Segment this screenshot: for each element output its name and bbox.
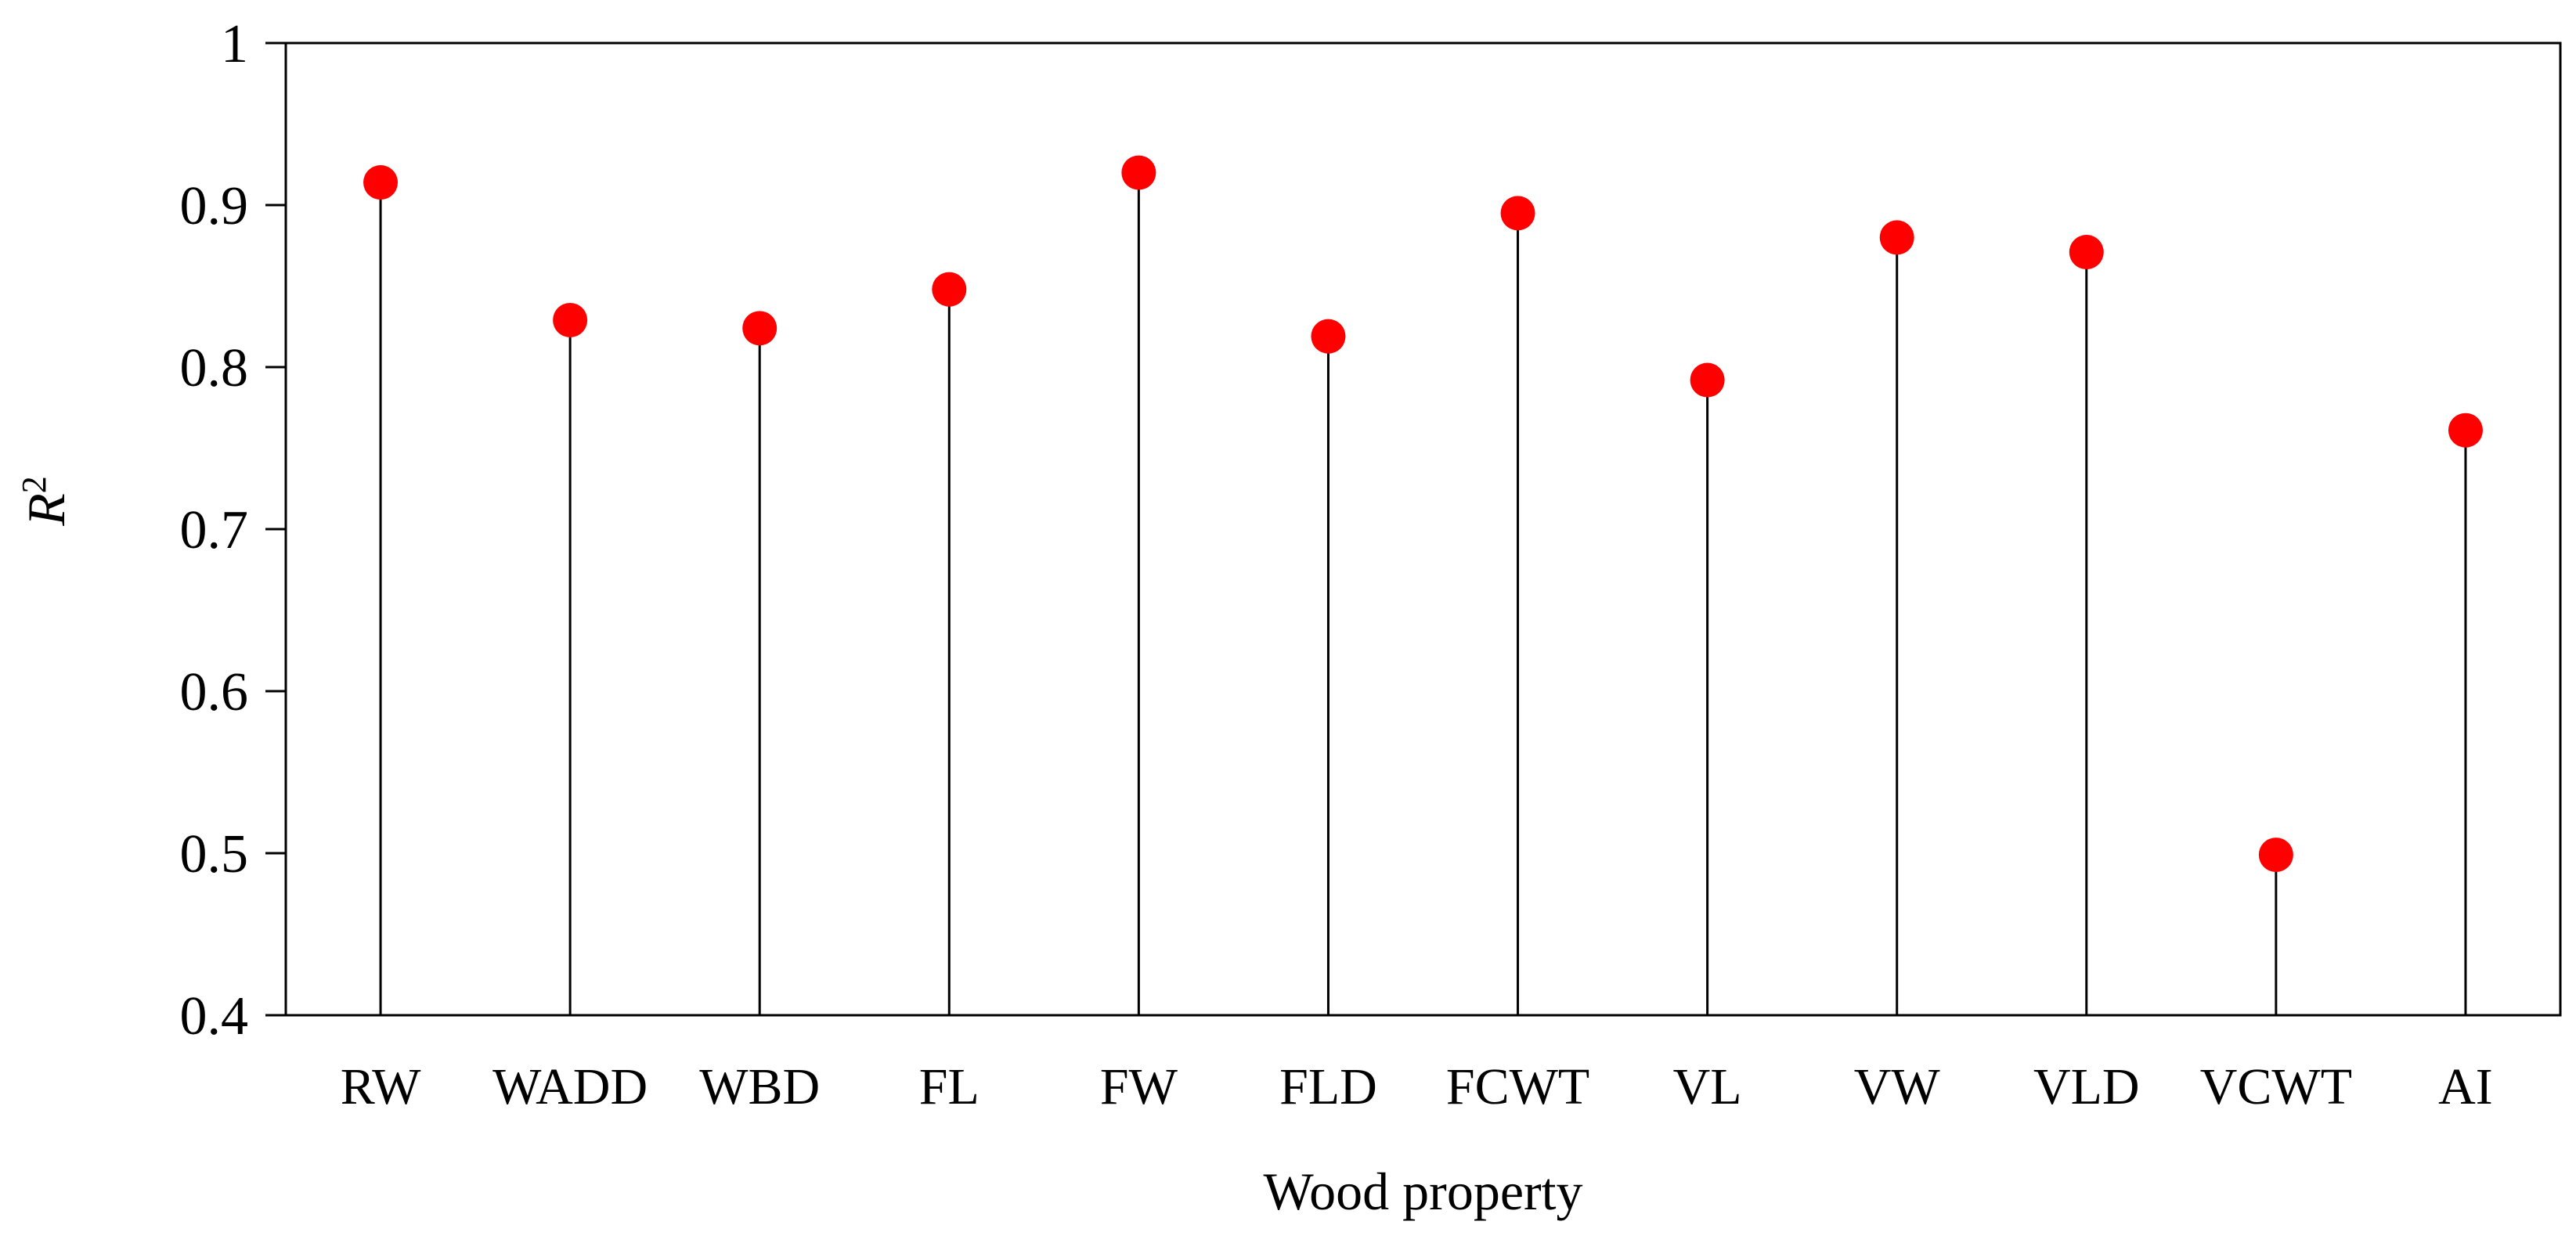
marker-wadd	[553, 302, 588, 337]
y-axis: 0.4 0.5 0.6 0.7 0.8 0.9 1	[180, 14, 286, 1047]
plot-border	[284, 41, 2562, 1017]
y-tick-label: 0.9	[180, 176, 249, 236]
x-tick-label-rw: RW	[341, 1058, 421, 1115]
x-tick-label-wbd: WBD	[699, 1058, 820, 1115]
marker-rw	[363, 165, 399, 200]
marker-fl	[932, 272, 967, 307]
y-tick-label: 0.4	[180, 986, 249, 1047]
y-axis-title-base: R	[16, 493, 76, 527]
marker-vl	[1690, 362, 1725, 398]
x-tick-label-fld: FLD	[1279, 1058, 1377, 1115]
x-tick-label-vl: VL	[1673, 1058, 1742, 1115]
marker-fld	[1311, 319, 1346, 354]
y-tick-label: 0.7	[180, 500, 249, 560]
x-tick-label-fw: FW	[1100, 1058, 1178, 1115]
markers-group	[363, 155, 2483, 873]
marker-fcwt	[1500, 196, 1535, 231]
y-axis-title-superscript: 2	[15, 476, 53, 493]
y-axis-title: R2	[15, 476, 77, 527]
x-tick-label-vcwt: VCWT	[2200, 1058, 2352, 1115]
marker-vld	[2069, 235, 2104, 270]
y-tick-label: 0.5	[180, 824, 249, 885]
x-tick-label-vld: VLD	[2033, 1058, 2140, 1115]
x-tick-label-fl: FL	[919, 1058, 980, 1115]
stems-group	[379, 172, 2467, 1015]
x-tick-label-vw: VW	[1854, 1058, 1941, 1115]
y-tick-label: 0.8	[180, 338, 249, 398]
x-tick-label-fcwt: FCWT	[1446, 1058, 1589, 1115]
y-tick-label: 1	[221, 14, 248, 74]
x-tick-label-wadd: WADD	[492, 1058, 648, 1115]
x-axis: RW WADD WBD FL FW FLD FCWT VL VW VLD VCWT AI	[341, 1058, 2493, 1115]
marker-vcwt	[2258, 838, 2293, 873]
plot-frame	[284, 41, 2562, 1017]
marker-vw	[1879, 220, 1914, 255]
marker-ai	[2448, 413, 2483, 448]
x-tick-label-ai: AI	[2438, 1058, 2493, 1115]
x-axis-title: Wood property	[1263, 1162, 1582, 1221]
y-tick-label: 0.6	[180, 662, 249, 722]
marker-fw	[1121, 155, 1156, 190]
marker-wbd	[742, 311, 777, 346]
